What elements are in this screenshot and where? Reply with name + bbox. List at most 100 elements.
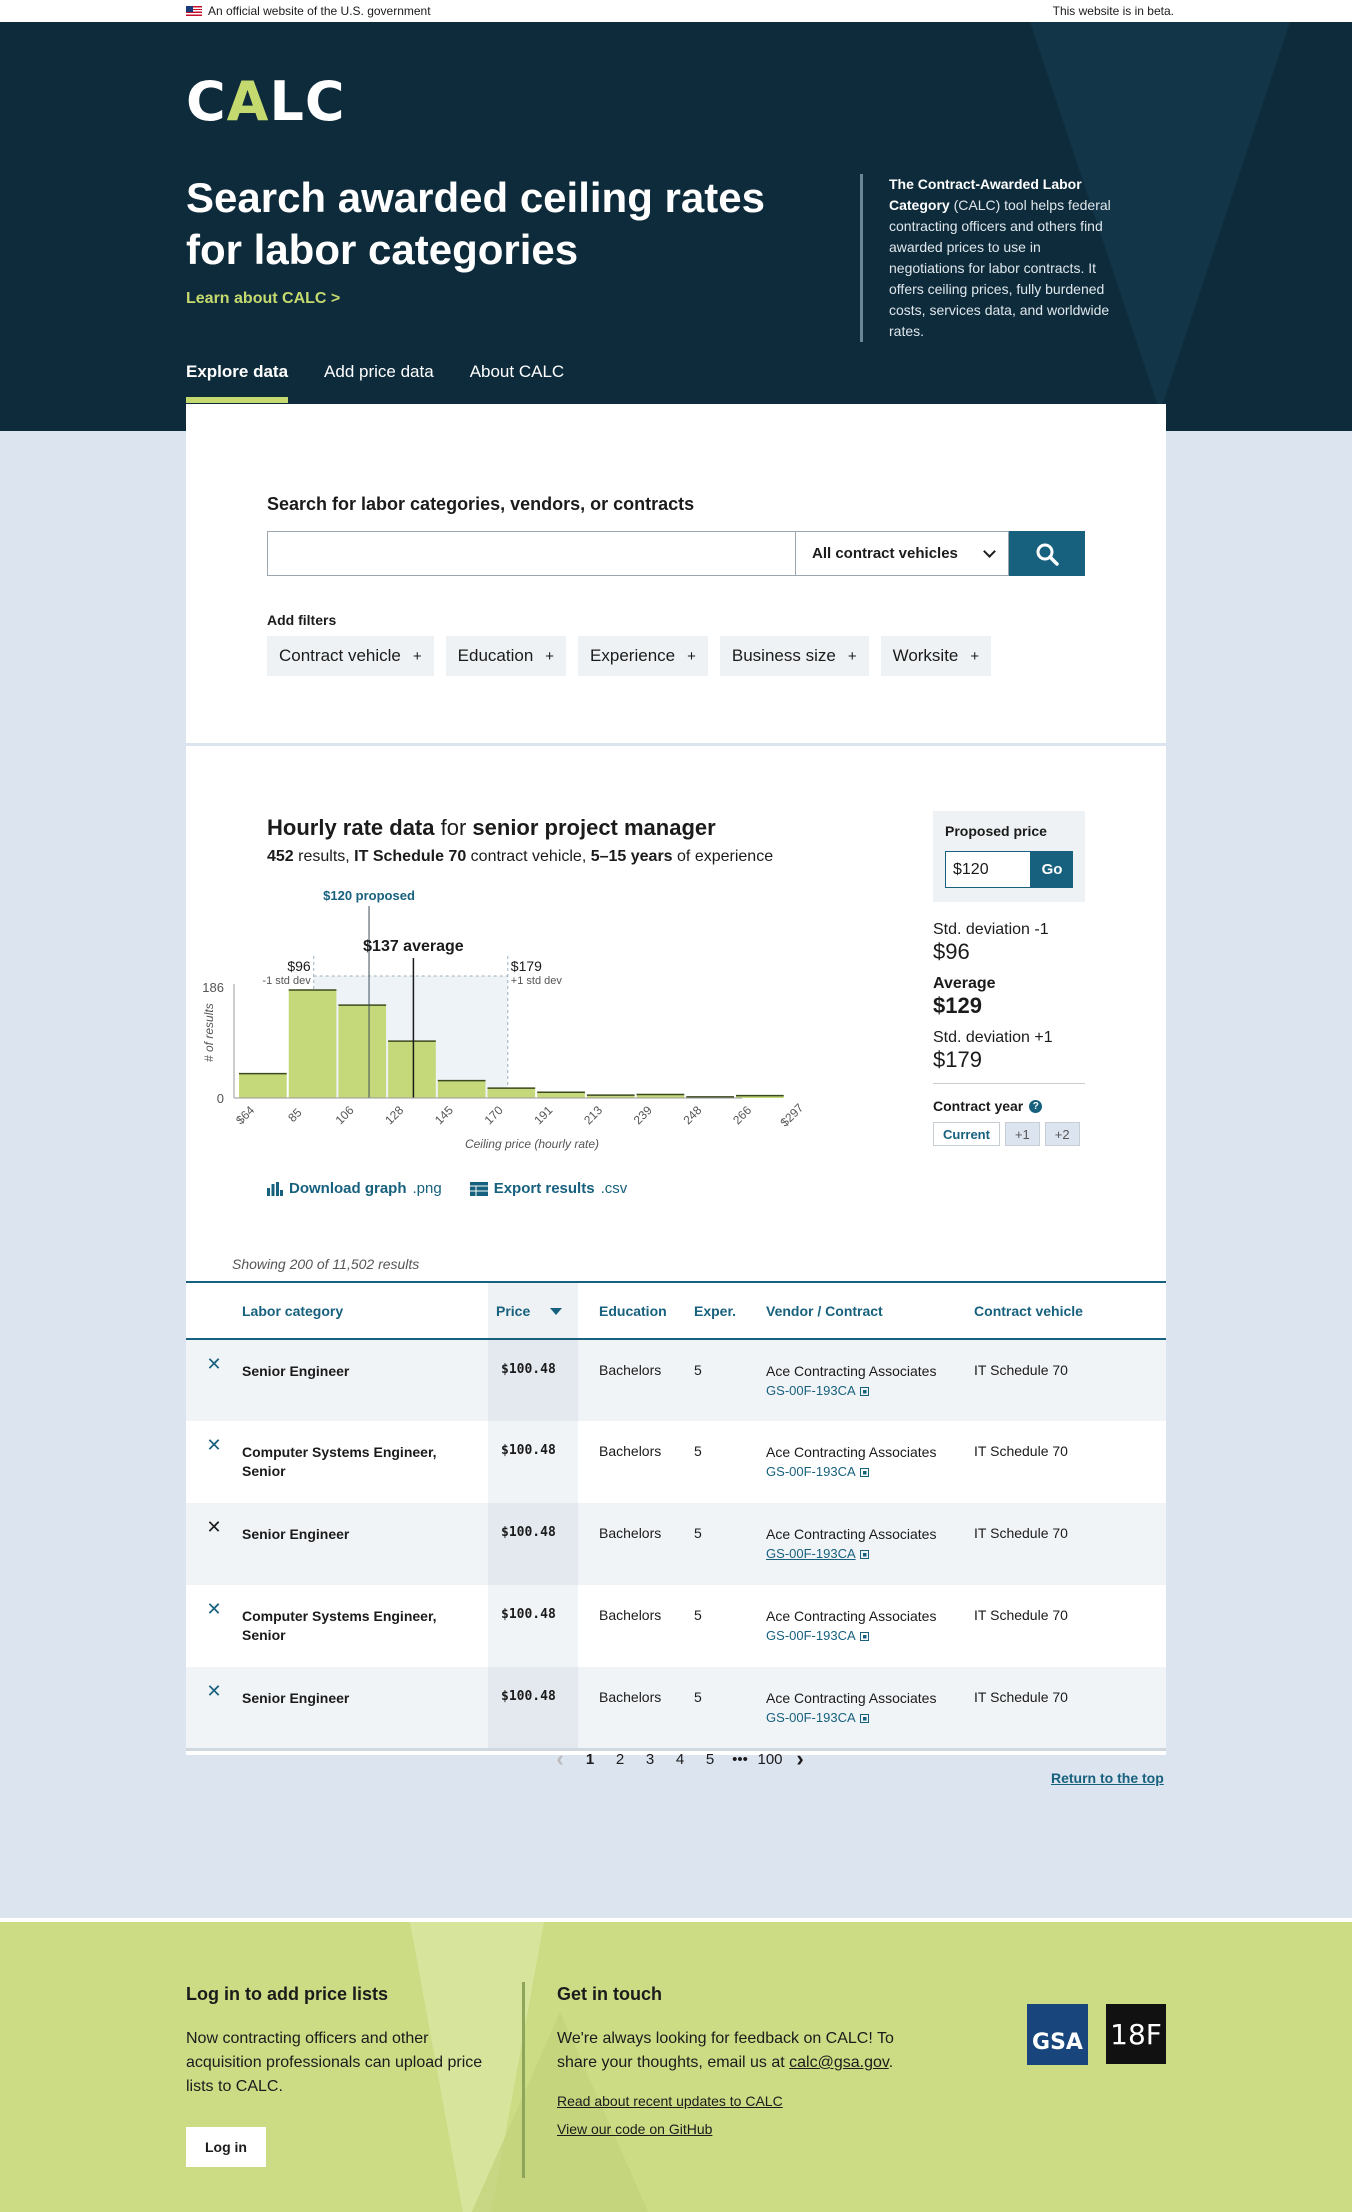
x-tick-label: 106 [333,1103,357,1127]
filter-business-size[interactable]: Business size + [719,636,869,676]
remove-row-close-icon[interactable]: ✕ [206,1517,222,1537]
external-link-icon [859,1713,869,1723]
page-3[interactable]: 3 [645,1750,655,1768]
18f-logo[interactable]: 18F [1106,2004,1166,2064]
download-graph-link[interactable]: Download graph .png [267,1180,442,1197]
histogram-bar [437,1080,486,1098]
average-label: $137 average [363,938,464,955]
contract-year-plus-2[interactable]: +2 [1044,1122,1080,1146]
contract-year-current[interactable]: Current [933,1122,1000,1146]
learn-about-calc-link[interactable]: Learn about CALC > [186,290,341,307]
experience-cell: 5 [694,1689,702,1705]
pagination: ‹ 1 2 3 4 5 ••• 100 › [545,1746,815,1772]
price-cell: $100.48 [488,1503,578,1585]
filter-experience[interactable]: Experience + [578,636,708,676]
remove-row-close-icon[interactable]: ✕ [206,1435,222,1455]
search-input[interactable] [267,531,795,576]
contract-link[interactable]: GS-00F-193CA [766,1708,870,1727]
filter-worksite[interactable]: Worksite + [880,636,992,676]
gsa-logo[interactable]: GSA [1027,2004,1088,2065]
page-5[interactable]: 5 [705,1750,715,1768]
histogram-bar [537,1092,585,1098]
calc-logo[interactable]: CALC [186,70,346,133]
std-minus-note: -1 std dev [262,975,311,987]
contract-vehicle-value: All contract vehicles [812,545,958,562]
histogram-bar [586,1095,635,1098]
education-cell: Bachelors [599,1689,662,1705]
contract-link[interactable]: GS-00F-193CA [766,1462,870,1481]
contract-vehicle-cell: IT Schedule 70 [974,1362,1068,1378]
updates-link[interactable]: Read about recent updates to CALC [557,2093,783,2109]
col-labor-category[interactable]: Labor category [242,1302,344,1319]
x-tick-label: 85 [285,1105,305,1125]
proposed-price-box: Proposed price $120 Go [933,811,1085,902]
remove-column-header [186,1282,242,1339]
proposed-label: $120 proposed [323,888,415,903]
histogram-bar [487,1088,536,1098]
filter-contract-vehicle[interactable]: Contract vehicle + [267,636,434,676]
page-4[interactable]: 4 [675,1750,685,1768]
education-cell: Bachelors [599,1443,662,1459]
next-page-chevron-right-icon[interactable]: › [796,1746,804,1771]
page-2[interactable]: 2 [615,1750,625,1768]
search-section: Search for labor categories, vendors, or… [186,404,1166,746]
tab-about-calc[interactable]: About CALC [469,362,565,381]
explore-card: Search for labor categories, vendors, or… [186,404,1166,1755]
x-tick-label: 266 [730,1103,754,1127]
tab-explore-data[interactable]: Explore data [186,362,289,403]
contract-link[interactable]: GS-00F-193CA [766,1544,870,1563]
github-link[interactable]: View our code on GitHub [557,2121,713,2137]
contract-year-label: Contract year? [933,1098,1085,1114]
search-button[interactable] [1009,531,1085,576]
hero: CALC Search awarded ceiling rates for la… [0,22,1352,431]
contract-link[interactable]: GS-00F-193CA [766,1381,870,1400]
contract-vehicle-cell: IT Schedule 70 [974,1607,1068,1623]
labor-category-cell: Computer Systems Engineer, Senior [242,1444,437,1479]
remove-row-close-icon[interactable]: ✕ [206,1599,222,1619]
page-1[interactable]: 1 [585,1750,595,1768]
table-row: ✕ Senior Engineer $100.48 Bachelors 5 Ac… [186,1667,1166,1749]
footer-login-section: Log in to add price lists Now contractin… [186,1984,486,2167]
std-minus-label: Std. deviation -1 [933,921,1049,938]
tab-add-price-data[interactable]: Add price data [324,362,434,381]
table-row: ✕ Senior Engineer $100.48 Bachelors 5 Ac… [186,1339,1166,1421]
plus-icon: + [847,647,857,665]
proposed-price-input[interactable]: $120 [945,851,1031,888]
table-row: ✕ Computer Systems Engineer, Senior $100… [186,1585,1166,1667]
remove-row-close-icon[interactable]: ✕ [206,1354,222,1374]
labor-category-cell: Senior Engineer [242,1690,350,1706]
prev-page-chevron-left-icon[interactable]: ‹ [556,1746,564,1771]
external-link-icon [859,1386,869,1396]
email-link[interactable]: calc@gsa.gov [789,2054,889,2071]
proposed-price-go-button[interactable]: Go [1031,851,1073,888]
col-vendor-contract[interactable]: Vendor / Contract [766,1302,883,1319]
vendor-cell: Ace Contracting Associates GS-00F-193CA [766,1526,937,1563]
col-price[interactable]: Price [488,1282,578,1339]
filter-education[interactable]: Education + [445,636,567,676]
remove-row-close-icon[interactable]: ✕ [206,1681,222,1701]
vendor-cell: Ace Contracting Associates GS-00F-193CA [766,1690,937,1727]
export-results-link[interactable]: Export results .csv [469,1180,627,1197]
contract-vehicle-cell: IT Schedule 70 [974,1525,1068,1541]
contract-year-plus-1[interactable]: +1 [1004,1122,1040,1146]
search-title: Search for labor categories, vendors, or… [267,494,695,514]
plus-icon: + [545,647,555,665]
contract-link[interactable]: GS-00F-193CA [766,1626,870,1645]
col-experience[interactable]: Exper. [694,1302,737,1319]
login-button[interactable]: Log in [186,2127,266,2167]
gov-banner: An official website of the U.S. governme… [0,0,1352,22]
contract-vehicle-select[interactable]: All contract vehicles [795,531,1009,576]
price-cell: $100.48 [488,1667,578,1749]
search-icon [1036,543,1059,566]
page-100[interactable]: 100 [757,1750,783,1768]
col-contract-vehicle[interactable]: Contract vehicle [974,1302,1083,1319]
plus-icon: + [970,647,980,665]
x-tick-label: 128 [382,1103,406,1127]
help-icon[interactable]: ? [1029,1099,1043,1113]
pagination-ellipsis: ••• [732,1750,748,1768]
proposed-price-label: Proposed price [945,823,1047,839]
contact-text: We're always looking for feedback on CAL… [557,2030,894,2071]
average-value: $129 [933,993,982,1018]
col-education[interactable]: Education [599,1302,667,1319]
return-to-top-link[interactable]: Return to the top [1051,1770,1164,1786]
